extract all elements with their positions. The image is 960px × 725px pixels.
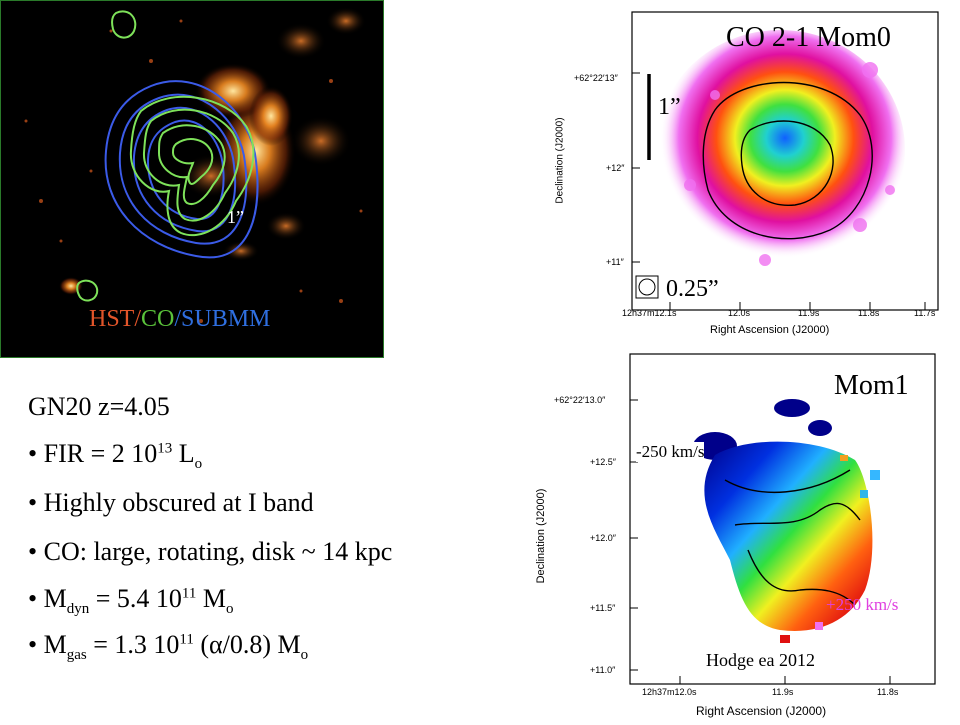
mom1-xtick-1: 12h37m12.0s	[642, 687, 697, 697]
mom1-xtick-3: 11.8s	[877, 687, 899, 697]
mom0-xlabel: Right Ascension (J2000)	[710, 324, 830, 336]
hst-scale-label: 1”	[227, 207, 244, 227]
co-bullet: • CO: large, rotating, disk ~ 14 kpc	[28, 537, 393, 566]
summary-title: GN20 z=4.05	[28, 392, 170, 421]
mdyn-value: = 5.4 10	[89, 584, 182, 613]
mom1-ytick-2: +12.5″	[590, 457, 616, 467]
mom0-xtick-4: 11.8s	[858, 308, 880, 318]
mom0-ytick-3: +11″	[606, 257, 624, 267]
hst-image-graphic	[24, 7, 366, 323]
mom1-ytick-3: +12.0″	[590, 533, 616, 543]
mdyn-exponent: 11	[181, 585, 197, 602]
mom1-ytick-1: +62°22′13.0″	[554, 395, 606, 405]
mgas-unit-sub: o	[300, 647, 309, 664]
mom1-credit: Hodge ea 2012	[706, 650, 815, 670]
mom0-beam-label: 0.25”	[666, 276, 719, 302]
mom0-xtick-1: 12h37m12.1s	[622, 308, 677, 318]
legend-hst: HST	[89, 306, 135, 332]
mgas-text: • M	[28, 630, 67, 659]
mom1-ytick-4: +11.5″	[590, 603, 616, 613]
mgas-bullet: • Mgas = 1.3 1011 (α/0.8) Mo	[28, 630, 308, 664]
hst-co-submm-image: 1” HST/CO/SUBMM	[0, 0, 384, 358]
co-mom0-panel: CO 2-1 Mom0 1” 0.25” +62°22′13″ +12″ +11…	[540, 0, 960, 345]
mom1-pos-velocity-label: +250 km/s	[826, 595, 899, 614]
fir-bullet: • FIR = 2 1013 Lo	[28, 439, 202, 473]
mdyn-unit-sub: o	[225, 601, 234, 618]
mom0-xtick-3: 11.9s	[798, 308, 820, 318]
mgas-exponent: 11	[179, 631, 194, 648]
legend-submm: SUBMM	[181, 306, 271, 332]
mom0-ytick-2: +12″	[606, 163, 625, 173]
mom0-map	[631, 11, 939, 311]
hst-legend: HST/CO/SUBMM	[89, 306, 270, 333]
fir-unit: L	[172, 439, 195, 468]
mom0-ylabel: Declination (J2000)	[554, 117, 566, 204]
mom1-ytick-5: +11.0″	[590, 665, 616, 675]
mom1-neg-velocity-label: -250 km/s	[636, 442, 705, 462]
legend-co: CO	[141, 306, 175, 332]
mom0-scale-label: 1”	[658, 94, 681, 120]
legend-sep-1: /	[134, 306, 142, 332]
mom1-xtick-2: 11.9s	[772, 687, 794, 697]
mom0-xtick-2: 12.0s	[728, 308, 751, 318]
mgas-unit: (α/0.8) M	[193, 630, 301, 659]
mdyn-text: • M	[28, 584, 67, 613]
mom0-xtick-5: 11.7s	[914, 308, 936, 318]
mdyn-bullet: • Mdyn = 5.4 1011 Mo	[28, 584, 233, 618]
fir-unit-sub: o	[194, 456, 203, 473]
mom0-title: CO 2-1 Mom0	[726, 22, 891, 53]
mom1-title: Mom1	[834, 370, 909, 401]
fir-text: • FIR = 2 10	[28, 439, 158, 468]
mom1-ylabel: Declination (J2000)	[535, 488, 547, 584]
mgas-sub: gas	[66, 647, 87, 664]
co-mom1-panel: Mom1 -250 km/s +250 km/s Hodge ea 2012 +…	[520, 350, 960, 720]
legend-sep-2: /	[174, 306, 182, 332]
mdyn-unit: M	[196, 584, 226, 613]
mdyn-sub: dyn	[66, 601, 90, 618]
mom1-xlabel: Right Ascension (J2000)	[696, 704, 827, 718]
obscured-bullet: • Highly obscured at I band	[28, 488, 314, 517]
mom0-ytick-1: +62°22′13″	[574, 73, 618, 83]
mom1-map	[629, 353, 936, 685]
mgas-value: = 1.3 10	[86, 630, 180, 659]
fir-exponent: 13	[157, 440, 173, 457]
